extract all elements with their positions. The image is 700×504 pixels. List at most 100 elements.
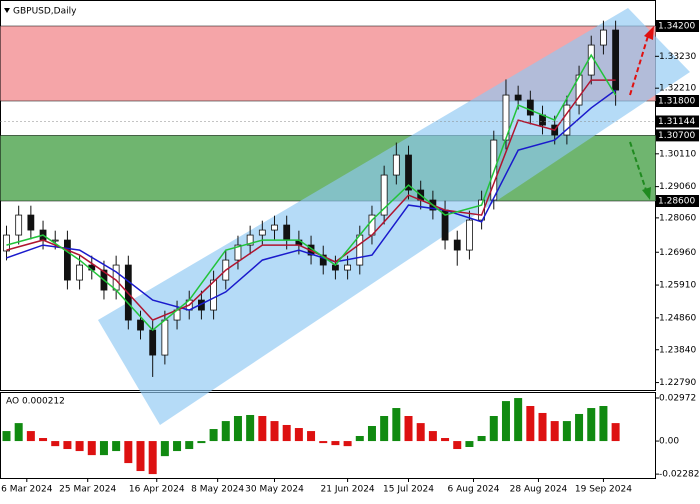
ao-bar — [441, 438, 450, 442]
up-arrow — [629, 35, 649, 96]
ao-bar — [562, 421, 571, 442]
y-tick-label: 1.26960 — [659, 248, 696, 258]
y-tick-label: 1.33230 — [659, 52, 696, 62]
ao-bar — [367, 425, 376, 442]
y-tick-label: 1.23840 — [659, 345, 696, 355]
candle-body — [112, 264, 120, 291]
osc-tick-label: -0.022821 — [659, 470, 700, 480]
ao-bar — [514, 398, 523, 442]
moving-average — [6, 53, 617, 332]
ao-bar — [392, 408, 401, 442]
osc-tick-label: 0.00 — [659, 437, 679, 447]
ao-bar — [26, 431, 35, 442]
ao-bar — [404, 416, 413, 442]
level-label-box — [656, 195, 699, 207]
candle-body — [3, 234, 10, 252]
candle-body — [575, 74, 583, 106]
ao-bar — [294, 428, 303, 442]
down-arrow — [629, 141, 647, 191]
candle-body — [64, 239, 71, 281]
ao-bar — [51, 441, 60, 447]
candle-body — [15, 214, 23, 236]
candle-body — [319, 254, 327, 266]
candle-body — [344, 264, 352, 271]
ao-bar — [550, 421, 559, 442]
ao-bar — [2, 431, 11, 442]
x-tick-label: 21 Jun 2024 — [321, 485, 375, 495]
candle-body — [76, 264, 83, 281]
candle-body — [258, 229, 266, 236]
ao-bar — [343, 441, 352, 447]
candle-body — [51, 239, 59, 242]
ao-bar — [477, 435, 486, 442]
ao-bar — [136, 441, 145, 472]
x-tick-label: 15 Jul 2024 — [383, 485, 434, 495]
ao-bar — [331, 441, 340, 446]
y-tick-label: 1.25910 — [659, 281, 696, 291]
x-tick-label: 28 Aug 2024 — [510, 485, 568, 495]
level-label-box — [656, 129, 699, 142]
ao-bar — [246, 414, 255, 442]
ao-bar — [14, 423, 23, 442]
x-tick-label: 6 Aug 2024 — [448, 485, 500, 495]
ao-bar — [428, 431, 437, 442]
price-channel — [98, 8, 690, 425]
candle-body — [27, 214, 35, 231]
ao-bar — [599, 406, 608, 442]
candle-body — [283, 224, 291, 241]
x-tick-label: 8 May 2024 — [191, 485, 244, 495]
ao-bar — [124, 441, 133, 464]
y-tick-label: 1.28060 — [659, 213, 696, 223]
candle-body — [210, 279, 217, 311]
ao-bar — [270, 421, 279, 442]
candle-body — [405, 154, 412, 191]
last-price-label: 1.31144 — [658, 117, 695, 127]
ao-bar — [148, 441, 157, 475]
ao-bar — [99, 441, 108, 456]
ao-bar — [185, 441, 194, 450]
x-tick-label: 16 Apr 2024 — [129, 485, 185, 495]
level-label: 1.28600 — [658, 197, 695, 207]
candle-body — [478, 199, 486, 221]
oscillator-frame — [0, 392, 656, 479]
ao-bar — [63, 441, 72, 450]
ao-bar — [209, 429, 218, 442]
candle-body — [246, 234, 254, 246]
ao-bar — [112, 441, 121, 452]
candle-body — [392, 154, 400, 176]
ao-bar — [526, 406, 535, 442]
plot — [3, 20, 620, 377]
x-tick-label: 30 May 2024 — [245, 485, 304, 495]
candle-body — [149, 329, 157, 356]
candle-body — [612, 29, 620, 91]
level-label-box — [656, 95, 699, 107]
candle-body — [356, 234, 364, 266]
ao-bar — [75, 441, 84, 452]
ao-bar — [39, 438, 48, 442]
down-arrow-head — [642, 187, 651, 200]
ao-bar — [258, 416, 267, 442]
candle-body — [271, 224, 278, 231]
ao-bar — [221, 421, 230, 442]
moving-average — [6, 89, 617, 311]
level-label: 1.30700 — [658, 131, 695, 141]
y-tick-label: 1.29060 — [659, 182, 696, 192]
x-tick-label: 19 Sep 2024 — [575, 485, 632, 495]
candle-body — [514, 94, 522, 101]
ao-bar — [611, 423, 620, 442]
ao-bar — [538, 412, 547, 442]
ao-bar — [355, 435, 364, 442]
x-tick-label: 6 Mar 2024 — [1, 485, 53, 495]
ao-bar — [465, 441, 474, 448]
ao-bar — [575, 413, 584, 442]
y-tick-label: 1.32210 — [659, 84, 696, 94]
candle-body — [380, 174, 388, 216]
ao-bar — [282, 424, 291, 442]
ao-bar — [587, 408, 596, 442]
ao-bar — [380, 416, 389, 442]
oscillator-label: AO 0.000212 — [6, 397, 65, 407]
ao-bar — [319, 441, 328, 444]
ao-bar — [307, 431, 316, 442]
candle-body — [600, 29, 607, 46]
ao-bar — [416, 423, 425, 442]
